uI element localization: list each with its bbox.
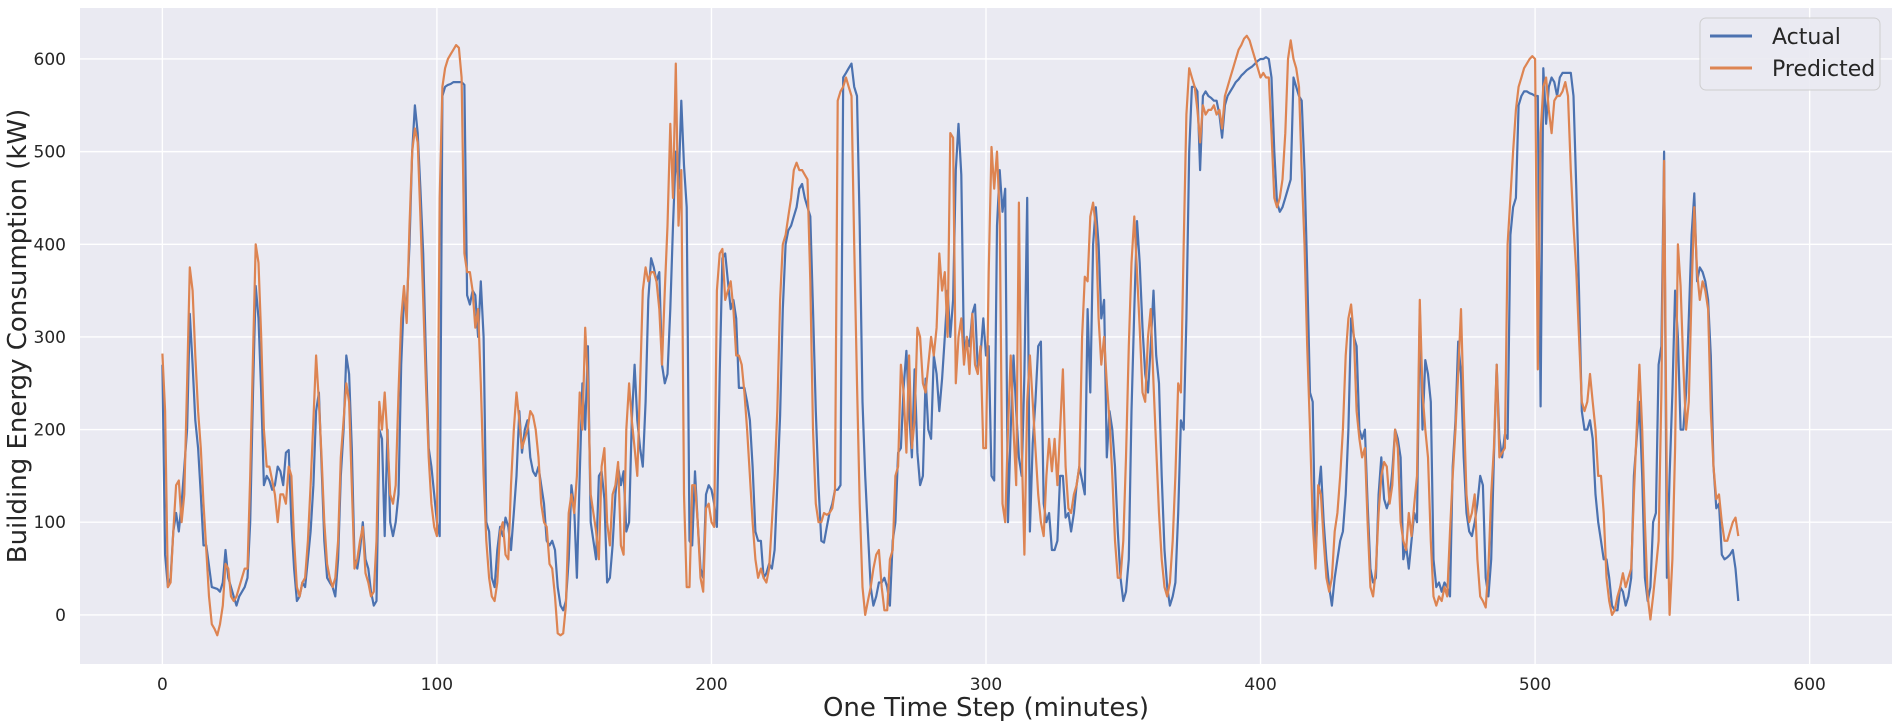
y-tick-label: 600 [34, 50, 66, 70]
x-tick-label: 500 [1519, 675, 1551, 695]
legend-label-predicted: Predicted [1772, 57, 1875, 82]
x-tick-label: 0 [157, 675, 168, 695]
legend: Actual Predicted [1699, 17, 1881, 91]
y-tick-label: 100 [34, 513, 66, 533]
legend-label-actual: Actual [1772, 25, 1841, 50]
x-tick-labels: 0 100 200 300 400 500 600 [157, 675, 1826, 695]
y-tick-label: 300 [34, 328, 66, 348]
y-tick-label: 0 [55, 606, 66, 626]
series-line-predicted [161, 34, 1740, 637]
y-axis-label: Building Energy Consumption (kW) [3, 109, 33, 564]
x-tick-label: 100 [421, 675, 453, 695]
x-axis-label: One Time Step (minutes) [823, 693, 1149, 721]
x-tick-label: 300 [970, 675, 1002, 695]
y-tick-labels: 0 100 200 300 400 500 600 [34, 50, 66, 626]
series-line-actual [161, 56, 1740, 612]
series-layer [161, 34, 1740, 637]
x-tick-label: 400 [1244, 675, 1276, 695]
x-tick-label: 600 [1793, 675, 1825, 695]
x-tick-label: 200 [695, 675, 727, 695]
y-tick-label: 400 [34, 235, 66, 255]
y-tick-label: 200 [34, 421, 66, 441]
y-tick-label: 500 [34, 143, 66, 163]
